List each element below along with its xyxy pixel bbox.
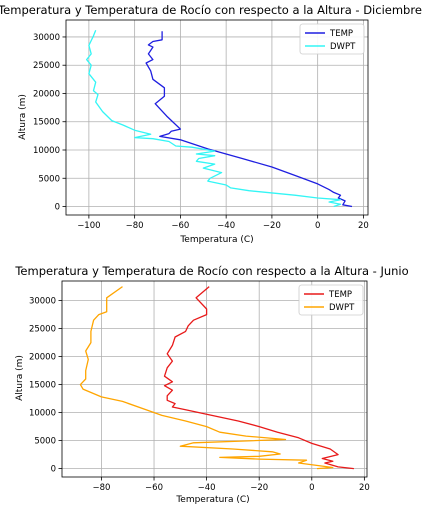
y-tick-label: 0 <box>51 465 56 475</box>
x-tick-label: 0 <box>315 221 320 231</box>
y-tick-label: 20000 <box>29 353 56 363</box>
series-lines <box>85 29 353 208</box>
x-tick-label: −40 <box>217 221 235 231</box>
x-tick-label: −20 <box>263 221 281 231</box>
legend-label: DWPT <box>329 303 355 313</box>
legend: TEMP DWPT <box>299 23 365 55</box>
series-line-temp <box>163 286 354 470</box>
y-tick-label: 5000 <box>34 437 56 447</box>
x-tick-label: −80 <box>126 221 144 231</box>
x-tick-label: −100 <box>77 221 100 231</box>
y-tick-label: 25000 <box>33 61 60 71</box>
y-axis-label: Altura (m) <box>18 94 28 140</box>
x-tick-label: 20 <box>358 221 369 231</box>
chart-title: Temperatura y Temperatura de Rocío con r… <box>14 264 408 278</box>
chart-title: Temperatura y Temperatura de Rocío con r… <box>0 3 422 17</box>
y-tick-label: 15000 <box>33 118 60 128</box>
legend-label: TEMP <box>329 29 353 39</box>
legend: TEMP DWPT <box>298 284 364 316</box>
series-line-temp <box>145 31 353 208</box>
x-ticks: −100 −80 −60 −40 −20 0 20 <box>77 215 369 231</box>
series-lines <box>79 286 354 470</box>
y-tick-label: 5000 <box>38 174 60 184</box>
y-tick-label: 25000 <box>29 325 56 335</box>
x-tick-label: −40 <box>198 483 216 493</box>
plot-frame <box>61 280 368 478</box>
legend-label: DWPT <box>330 42 356 52</box>
x-tick-label: −20 <box>250 483 268 493</box>
x-ticks: −80 −60 −40 −20 0 20 <box>92 477 370 493</box>
legend-label: TEMP <box>328 290 352 300</box>
x-tick-label: −60 <box>171 221 189 231</box>
grid <box>62 281 367 477</box>
x-tick-label: −60 <box>145 483 163 493</box>
y-tick-label: 0 <box>55 203 60 213</box>
y-axis-label: Altura (m) <box>15 355 25 401</box>
x-axis-label: Temperatura (C) <box>179 235 253 245</box>
y-ticks: 0 5000 10000 15000 20000 25000 30000 <box>29 297 62 475</box>
x-axis-label: Temperatura (C) <box>175 495 249 505</box>
plot-frame <box>65 19 369 216</box>
x-tick-label: −80 <box>92 483 110 493</box>
series-line-dwpt <box>85 29 342 208</box>
chart-junio: Temperatura y Temperatura de Rocío con r… <box>14 264 408 505</box>
x-tick-label: 0 <box>309 483 314 493</box>
y-tick-label: 30000 <box>29 297 56 307</box>
y-tick-label: 10000 <box>33 146 60 156</box>
y-tick-label: 30000 <box>33 33 60 43</box>
chart-diciembre: Temperatura y Temperatura de Rocío con r… <box>0 3 422 245</box>
y-tick-label: 20000 <box>33 89 60 99</box>
x-tick-label: 20 <box>359 483 370 493</box>
y-tick-label: 10000 <box>29 409 56 419</box>
y-ticks: 0 5000 10000 15000 20000 25000 30000 <box>33 33 66 213</box>
y-tick-label: 15000 <box>29 381 56 391</box>
series-line-dwpt <box>79 286 334 470</box>
